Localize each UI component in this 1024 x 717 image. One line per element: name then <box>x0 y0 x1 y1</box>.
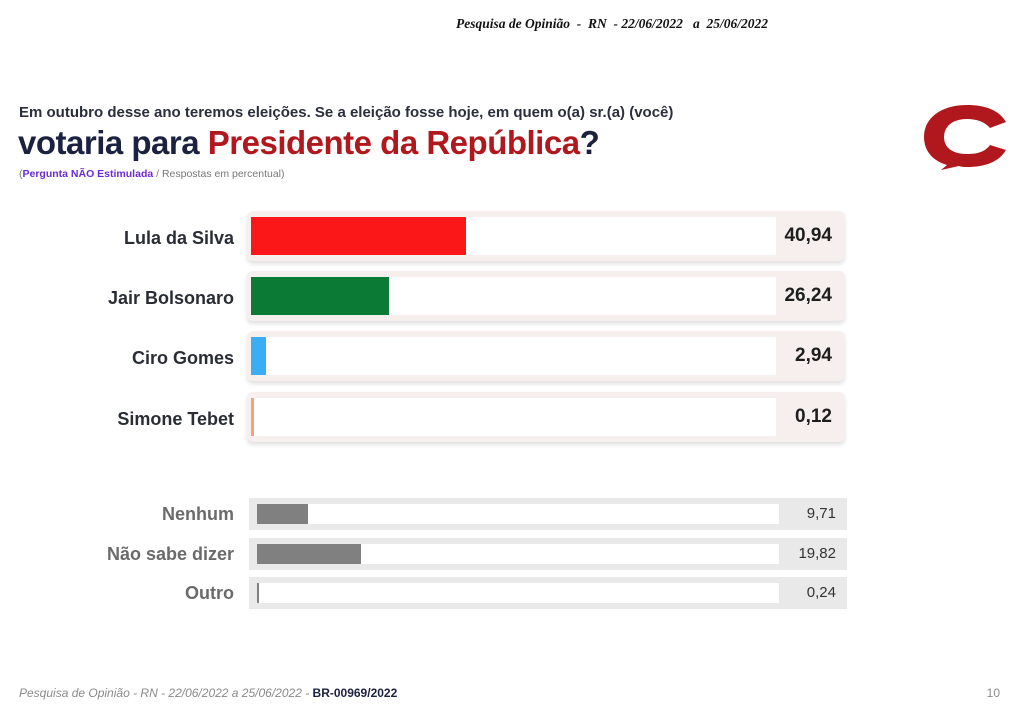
bar-row: Lula da Silva 40,94 <box>0 211 1024 265</box>
data-label: 26,24 <box>784 285 832 306</box>
question-title: votaria para Presidente da República? <box>18 124 600 162</box>
report-header: Pesquisa de Opinião - RN - 22/06/2022 a … <box>456 16 769 31</box>
bar-row: Nenhum 9,71 <box>0 498 1024 530</box>
bar-track <box>251 337 776 375</box>
registration-code: BR-00969/2022 <box>312 686 398 700</box>
category-label: Simone Tebet <box>117 409 234 429</box>
question-title-prefix: votaria para <box>18 124 208 161</box>
note-rest: / Respostas em percentual) <box>153 168 285 180</box>
footer-text: Pesquisa de Opinião - RN - 22/06/2022 a … <box>19 686 313 700</box>
bar <box>257 504 308 524</box>
question-line-1: Em outubro desse ano teremos eleições. S… <box>19 104 674 121</box>
bar-track <box>257 544 779 564</box>
bar-track <box>257 583 779 603</box>
bar <box>257 544 361 564</box>
category-label: Lula da Silva <box>123 228 234 248</box>
question-title-highlight: Presidente da República <box>207 124 580 161</box>
page-number: 10 <box>986 686 1000 700</box>
bar <box>251 398 254 436</box>
bar-row: Simone Tebet 0,12 <box>0 392 1024 446</box>
bar <box>251 277 389 315</box>
category-label: Outro <box>185 583 234 603</box>
data-label: 2,94 <box>795 345 832 366</box>
data-label: 0,24 <box>806 584 836 601</box>
bar <box>257 583 259 603</box>
data-label: 9,71 <box>806 505 836 522</box>
bar-row: Ciro Gomes 2,94 <box>0 331 1024 385</box>
bar-row: Jair Bolsonaro 26,24 <box>0 271 1024 325</box>
data-label: 19,82 <box>798 545 836 562</box>
bar <box>251 337 267 375</box>
bar-row: Outro 0,24 <box>0 577 1024 609</box>
note-open: ( <box>19 168 23 180</box>
data-label: 0,12 <box>795 406 832 427</box>
question-title-suffix: ? <box>579 124 600 161</box>
question-note: (Pergunta NÃO Estimulada / Respostas em … <box>19 168 285 180</box>
bar-track <box>257 504 779 524</box>
brand-logo <box>924 105 1006 170</box>
category-label: Não sabe dizer <box>106 544 234 564</box>
note-emphasis: Pergunta NÃO Estimulada <box>22 168 154 180</box>
data-label: 40,94 <box>784 225 832 246</box>
bar-track <box>251 398 776 436</box>
category-label: Jair Bolsonaro <box>107 288 234 308</box>
footer: Pesquisa de Opinião - RN - 22/06/2022 a … <box>19 686 397 700</box>
category-label: Nenhum <box>162 504 234 524</box>
category-label: Ciro Gomes <box>131 348 234 368</box>
bar-row: Não sabe dizer 19,82 <box>0 538 1024 570</box>
bar <box>251 217 466 255</box>
